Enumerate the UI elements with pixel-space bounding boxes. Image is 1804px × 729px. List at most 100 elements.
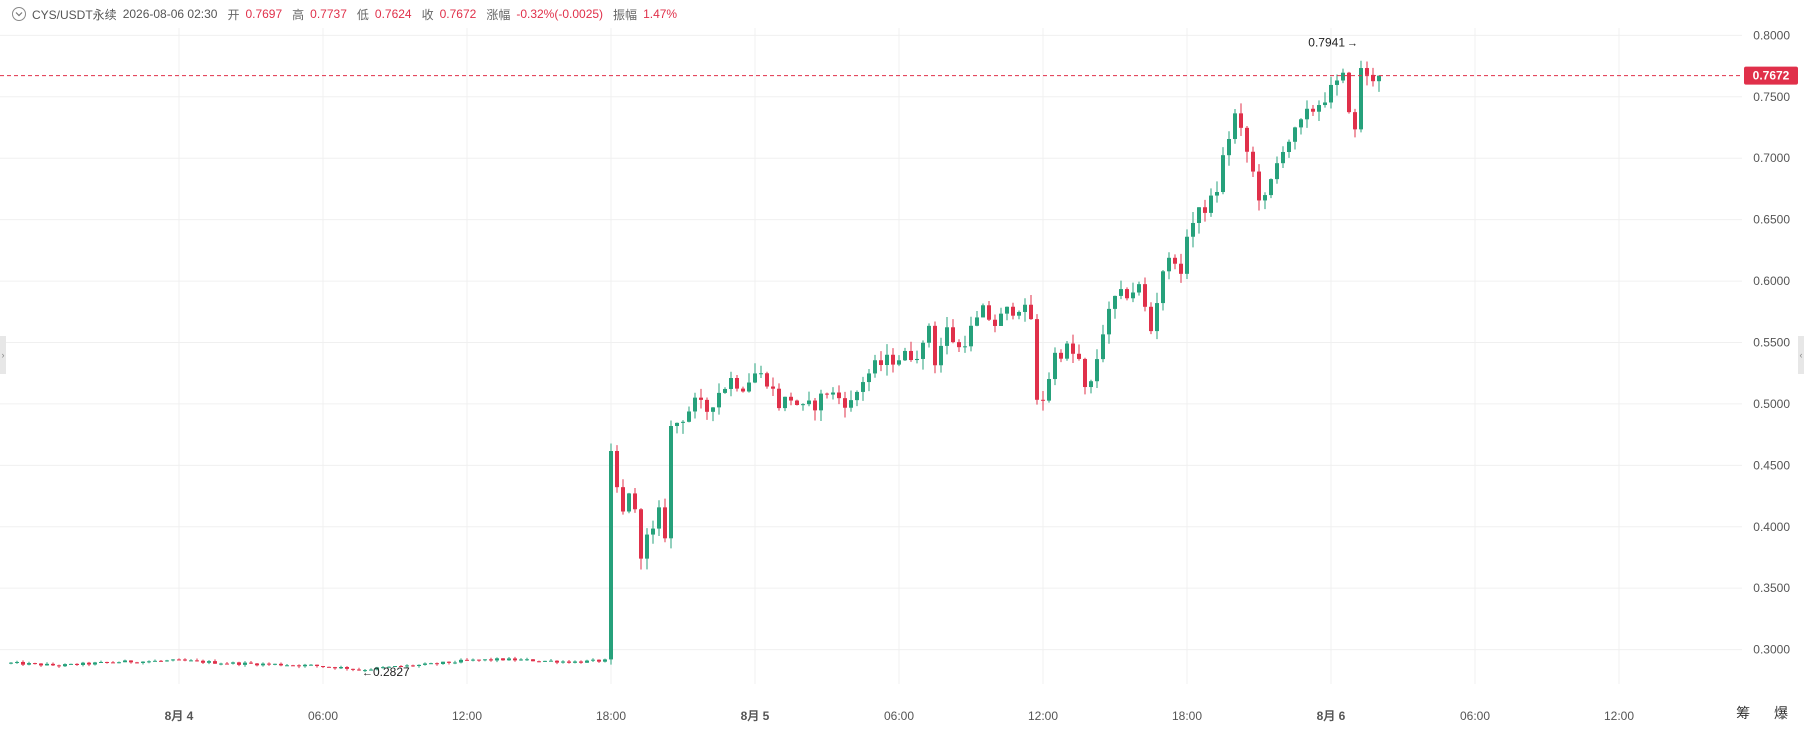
- candle-body: [153, 660, 157, 662]
- candle-body: [63, 664, 67, 667]
- candle-body: [615, 451, 619, 488]
- candle-body: [15, 661, 19, 663]
- candle-body: [453, 662, 457, 664]
- candle-body: [597, 659, 601, 662]
- candle-body: [783, 396, 787, 409]
- x-axis: 8月 4 06:00 12:00 18:00 8月 5 06:00 12:00 18:00 8月…: [165, 709, 1635, 723]
- candle-body: [1113, 295, 1117, 309]
- candle-body: [723, 388, 727, 393]
- x-tick-label: 18:00: [596, 709, 626, 723]
- candle-body: [147, 661, 151, 663]
- candle-body: [729, 378, 733, 389]
- candle-body: [429, 663, 433, 665]
- candle-body: [99, 661, 103, 663]
- candle-body: [117, 662, 121, 664]
- chart-grid: [0, 28, 1742, 684]
- x-tick-label: 12:00: [1028, 709, 1058, 723]
- candle-body: [1131, 292, 1135, 299]
- high-marker-label: 0.7941: [1308, 36, 1345, 50]
- candlestick-series: [9, 60, 1381, 673]
- corner-tool-labels[interactable]: 筹 爆: [1736, 705, 1798, 721]
- candle-body: [357, 669, 361, 671]
- candle-body: [1155, 303, 1159, 332]
- high-label: 高: [292, 7, 305, 22]
- candle-body: [903, 350, 907, 361]
- candle-body: [567, 661, 571, 663]
- candle-body: [405, 665, 409, 667]
- candle-body: [261, 663, 265, 666]
- candle-body: [579, 661, 583, 663]
- candle-body: [1221, 155, 1225, 193]
- candle-body: [879, 360, 883, 366]
- candle-body: [165, 660, 169, 662]
- collapse-chevron-icon[interactable]: [12, 7, 26, 21]
- candle-body: [681, 421, 685, 423]
- candle-body: [861, 382, 865, 392]
- candle-body: [1065, 343, 1069, 359]
- candle-body: [555, 660, 559, 663]
- candle-body: [957, 342, 961, 348]
- candle-body: [909, 350, 913, 361]
- candle-body: [525, 659, 529, 661]
- candle-body: [519, 659, 523, 661]
- candle-body: [573, 661, 577, 663]
- candle-body: [1263, 195, 1267, 201]
- open-label: 开: [227, 7, 240, 22]
- y-tick-label: 0.4000: [1753, 520, 1790, 534]
- x-tick-label: 06:00: [308, 709, 338, 723]
- candle-body: [141, 661, 145, 663]
- candle-body: [999, 313, 1003, 326]
- y-tick-label: 0.6000: [1753, 274, 1790, 288]
- candle-body: [807, 400, 811, 405]
- candle-body: [321, 666, 325, 668]
- ohlc-header: CYS/USDT永续 2026-08-06 02:30 开 0.7697 高 0…: [12, 4, 677, 24]
- left-panel-handle[interactable]: ›: [0, 336, 6, 374]
- candle-body: [675, 422, 679, 427]
- high-marker-arrow-icon: →: [1347, 38, 1358, 50]
- candle-body: [1233, 113, 1237, 140]
- candle-body: [441, 661, 445, 665]
- candle-body: [351, 668, 355, 670]
- candle-body: [207, 661, 211, 663]
- candle-body: [669, 426, 673, 539]
- y-tick-label: 0.7500: [1753, 90, 1790, 104]
- candle-body: [1359, 68, 1363, 130]
- y-tick-label: 0.4500: [1753, 458, 1790, 472]
- candle-body: [1011, 306, 1015, 316]
- candle-body: [531, 659, 535, 662]
- candle-body: [417, 664, 421, 667]
- right-panel-handle[interactable]: ‹: [1798, 336, 1804, 374]
- candle-body: [315, 664, 319, 667]
- candle-body: [747, 382, 751, 392]
- candle-body: [459, 659, 463, 663]
- chevron-left-icon: ‹: [1799, 350, 1803, 360]
- y-tick-label: 0.3000: [1753, 643, 1790, 657]
- candle-body: [249, 662, 253, 664]
- candle-body: [291, 665, 295, 667]
- candle-body: [1305, 108, 1309, 120]
- candle-datetime: 2026-08-06 02:30: [122, 7, 218, 21]
- candle-body: [945, 327, 949, 346]
- candle-body: [1191, 222, 1195, 237]
- change-label: 涨幅: [486, 7, 511, 22]
- candle-body: [1257, 171, 1261, 201]
- candle-body: [273, 663, 277, 665]
- candle-body: [93, 662, 97, 665]
- candle-body: [465, 659, 469, 661]
- candle-body: [477, 659, 481, 661]
- candle-body: [399, 666, 403, 668]
- candle-body: [369, 669, 373, 671]
- candle-body: [1101, 334, 1105, 360]
- candle-body: [375, 667, 379, 670]
- candle-body: [651, 528, 655, 535]
- candle-body: [279, 663, 283, 666]
- candle-body: [1077, 353, 1081, 359]
- candle-body: [693, 397, 697, 412]
- candle-body: [195, 660, 199, 662]
- candle-body: [1035, 319, 1039, 400]
- candle-body: [645, 534, 649, 559]
- candle-body: [543, 660, 547, 662]
- candle-body: [393, 666, 397, 668]
- x-tick-label: 18:00: [1172, 709, 1202, 723]
